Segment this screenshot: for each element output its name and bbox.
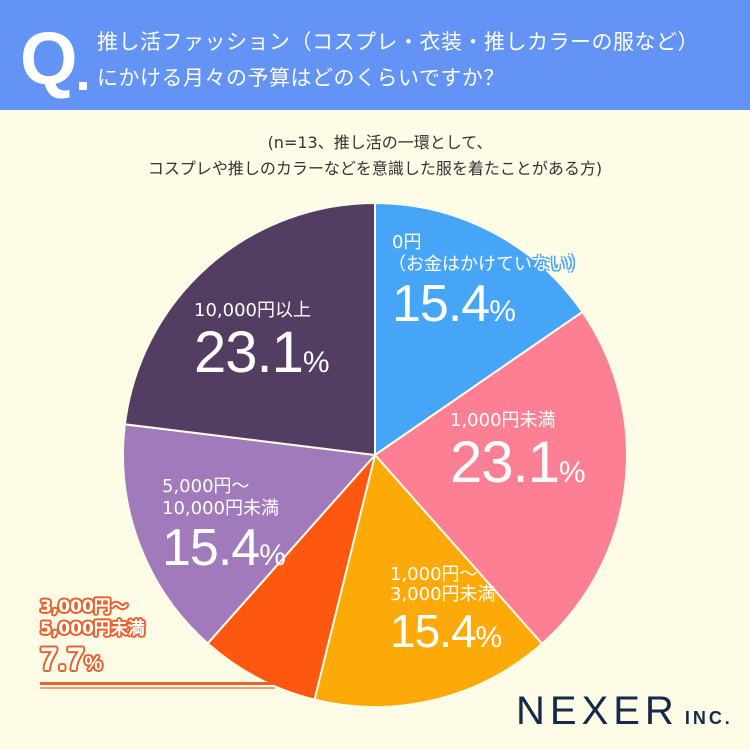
label-category: 1,000円未満	[450, 410, 556, 431]
percent-value: 7.7	[40, 641, 85, 677]
label-category: 1,000円～	[390, 564, 478, 585]
percent-value: 15.4	[390, 605, 477, 657]
q-mark: Q	[20, 17, 78, 100]
label-category: 3,000円～	[40, 597, 128, 617]
label-category: 5,000円～	[162, 476, 250, 497]
label-category: 10,000円以上	[194, 300, 311, 321]
percent-sign: %	[475, 621, 503, 654]
leader-line	[40, 682, 275, 685]
percent-sign: %	[84, 653, 103, 675]
label-category-2: 5,000円未満	[40, 619, 145, 639]
label-category-2: 10,000円未満	[162, 498, 279, 519]
nexer-logo: NEXER INC.	[516, 689, 733, 734]
percent-value: 15.4	[392, 275, 490, 333]
label-percent: 15.4%	[390, 605, 503, 664]
title-line-1: 推し活ファッション（コスプレ・衣装・推しカラーの服など）	[97, 30, 699, 54]
label-percent: 15.4%	[162, 519, 286, 584]
label-3000-5000: 3,000円～ 5,000円未満 7.7%	[40, 596, 145, 683]
title-line-2: にかける月々の予算はどのくらいですか？	[97, 66, 505, 90]
label-1000-3000: 1,000円～ 3,000円未満 15.4%	[390, 564, 503, 664]
subtitle-line-1: (n=13、推し活の一環として、	[267, 133, 493, 152]
label-category-note: （お金はかけていない）	[388, 254, 586, 275]
slice-1000-3000	[313, 454, 543, 708]
percent-sign: %	[259, 539, 286, 572]
label-over-10000: 10,000円以上 23.1%	[194, 300, 330, 394]
label-category-2: 3,000円未満	[390, 584, 496, 605]
percent-sign: %	[489, 295, 516, 328]
slice-3000-5000	[206, 454, 376, 701]
slice-under-1000	[374, 310, 628, 645]
logo-inc: INC.	[684, 708, 733, 728]
label-0-yen: 0円 （お金はかけていない） 15.4%	[388, 232, 586, 340]
label-under-1000: 1,000円未満 23.1%	[450, 410, 586, 504]
subtitle-line-2: コスプレや推しのカラーなどを意識した服を着たことがある方)	[147, 159, 603, 178]
logo-main: NEXER	[516, 689, 679, 733]
label-5000-10000: 5,000円～ 10,000円未満 15.4%	[162, 476, 286, 584]
label-category: 0円	[392, 232, 422, 253]
slice-0-yen	[374, 202, 584, 456]
label-percent: 7.7%	[40, 640, 145, 683]
percent-value: 23.1	[194, 320, 304, 385]
leader-line-shadow	[40, 687, 275, 689]
percent-value: 23.1	[450, 430, 560, 495]
label-percent: 23.1%	[450, 430, 586, 504]
percent-sign: %	[302, 346, 330, 379]
slice-over-10000	[123, 202, 376, 456]
percent-value: 15.4	[162, 519, 260, 577]
percent-sign: %	[558, 456, 586, 489]
slice-5000-10000	[122, 423, 376, 645]
question-header: Q 推し活ファッション（コスプレ・衣装・推しカラーの服など） にかける月々の予算…	[0, 0, 750, 110]
q-dot	[79, 82, 87, 90]
label-percent: 23.1%	[194, 320, 330, 394]
label-percent: 15.4%	[392, 276, 586, 340]
